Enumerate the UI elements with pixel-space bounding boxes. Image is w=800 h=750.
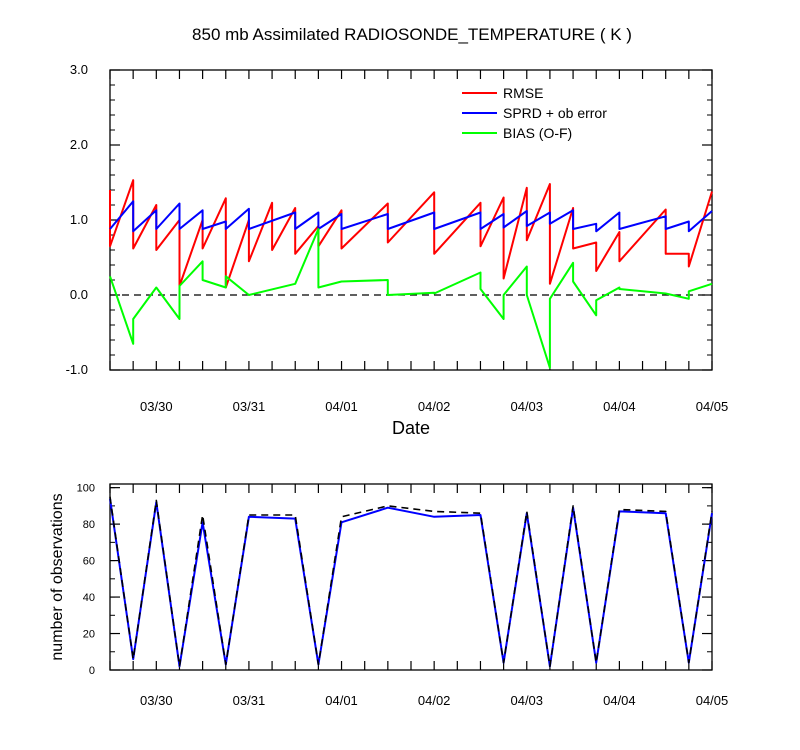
- y-tick-label: 60: [83, 556, 95, 568]
- y-tick-label: 2.0: [70, 137, 88, 152]
- y-tick-label: -1.0: [66, 362, 88, 377]
- x-tick-label: 04/03: [510, 693, 543, 708]
- y-tick-label: 80: [83, 519, 95, 531]
- legend: RMSE SPRD + ob error BIAS (O-F): [462, 85, 607, 141]
- bottom-ticks: 03/30 03/31 04/01 04/02 04/03 04/04 04/05 0 20 40…: [77, 483, 729, 708]
- x-tick-label: 03/31: [233, 693, 266, 708]
- x-tick-label: 04/05: [696, 399, 729, 414]
- y-tick-label: 40: [83, 592, 95, 604]
- legend-label: BIAS (O-F): [503, 125, 572, 141]
- series-line-observations-possible: [109, 496, 713, 668]
- top-ticks: 03/30 03/31 04/01 04/02 04/03 04/04 04/05 -1.0 0…: [66, 62, 729, 414]
- bottom-panel: 03/30 03/31 04/01 04/02 04/03 04/04 04/05 0 20 40…: [49, 483, 728, 708]
- y-tick-label: 3.0: [70, 62, 88, 77]
- legend-label: SPRD + ob error: [503, 105, 607, 121]
- y-tick-label: 100: [77, 483, 95, 495]
- y-axis-label: number of observations: [49, 493, 66, 660]
- x-tick-label: 04/04: [603, 693, 636, 708]
- x-tick-label: 04/01: [325, 399, 358, 414]
- series-line-bias-o-f: [109, 228, 713, 369]
- series-line-rmse: [109, 179, 713, 289]
- top-series: [109, 179, 713, 369]
- series-line-observations-used: [109, 498, 713, 668]
- top-panel: 03/30 03/31 04/01 04/02 04/03 04/04 04/05 -1.0 0…: [66, 62, 729, 438]
- x-tick-label: 04/02: [418, 693, 451, 708]
- x-tick-label: 04/01: [325, 693, 358, 708]
- x-tick-label: 04/05: [696, 693, 729, 708]
- chart-title: 850 mb Assimilated RADIOSONDE_TEMPERATUR…: [192, 25, 632, 44]
- x-tick-label: 04/02: [418, 399, 451, 414]
- legend-label: RMSE: [503, 85, 543, 101]
- y-tick-label: 1.0: [70, 212, 88, 227]
- x-tick-label: 03/31: [233, 399, 266, 414]
- bottom-series: [109, 496, 713, 668]
- x-tick-label: 03/30: [140, 693, 173, 708]
- x-tick-label: 04/03: [510, 399, 543, 414]
- x-axis-label: Date: [392, 418, 430, 438]
- x-tick-label: 03/30: [140, 399, 173, 414]
- series-line-sprd-ob-error: [109, 200, 713, 233]
- y-tick-label: 0: [89, 665, 95, 677]
- y-tick-label: 20: [83, 629, 95, 641]
- x-tick-label: 04/04: [603, 399, 636, 414]
- y-tick-label: 0.0: [70, 287, 88, 302]
